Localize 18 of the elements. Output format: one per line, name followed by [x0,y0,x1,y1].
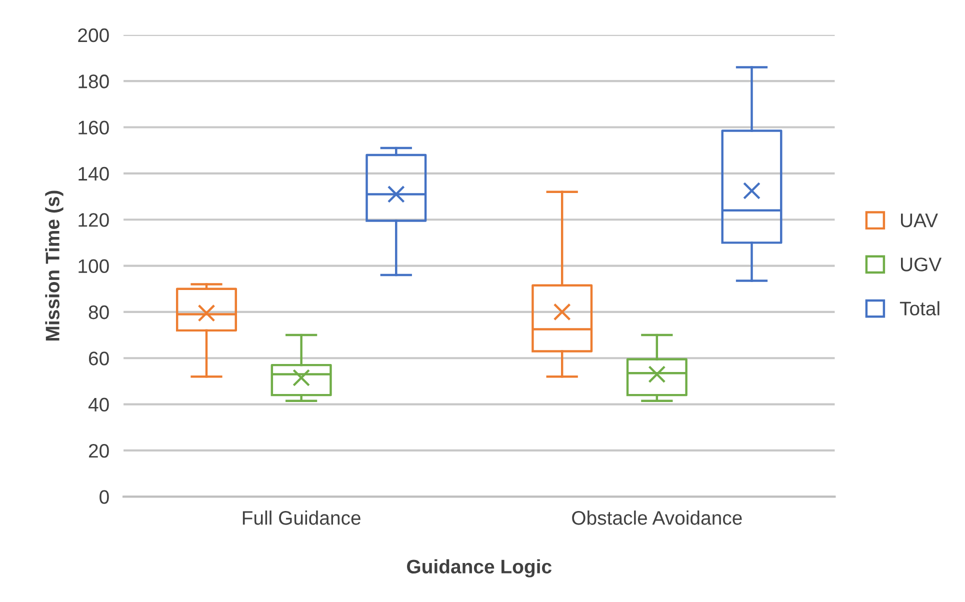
y-tick-label: 40 [88,398,109,412]
y-tick-label: 120 [78,213,109,227]
y-tick-label: 160 [78,120,109,134]
x-tick-label: Obstacle Avoidance [572,510,742,525]
y-tick-label: 20 [88,444,109,458]
y-tick-label: 180 [78,74,109,88]
legend-label: UGV [901,258,942,272]
y-tick-label: 0 [100,490,109,504]
x-tick-label: Full Guidance [242,510,360,525]
y-tick-label: 200 [78,28,109,42]
x-axis-title: Guidance Logic [407,559,552,578]
y-tick-label: 80 [88,305,109,320]
y-tick-label: 140 [78,166,109,181]
y-axis-title: Mission Time (s) [45,190,64,340]
y-tick-label: 100 [78,259,109,274]
legend-label: Total [900,301,940,316]
legend-label: UAV [901,214,938,228]
y-tick-label: 60 [88,352,109,366]
